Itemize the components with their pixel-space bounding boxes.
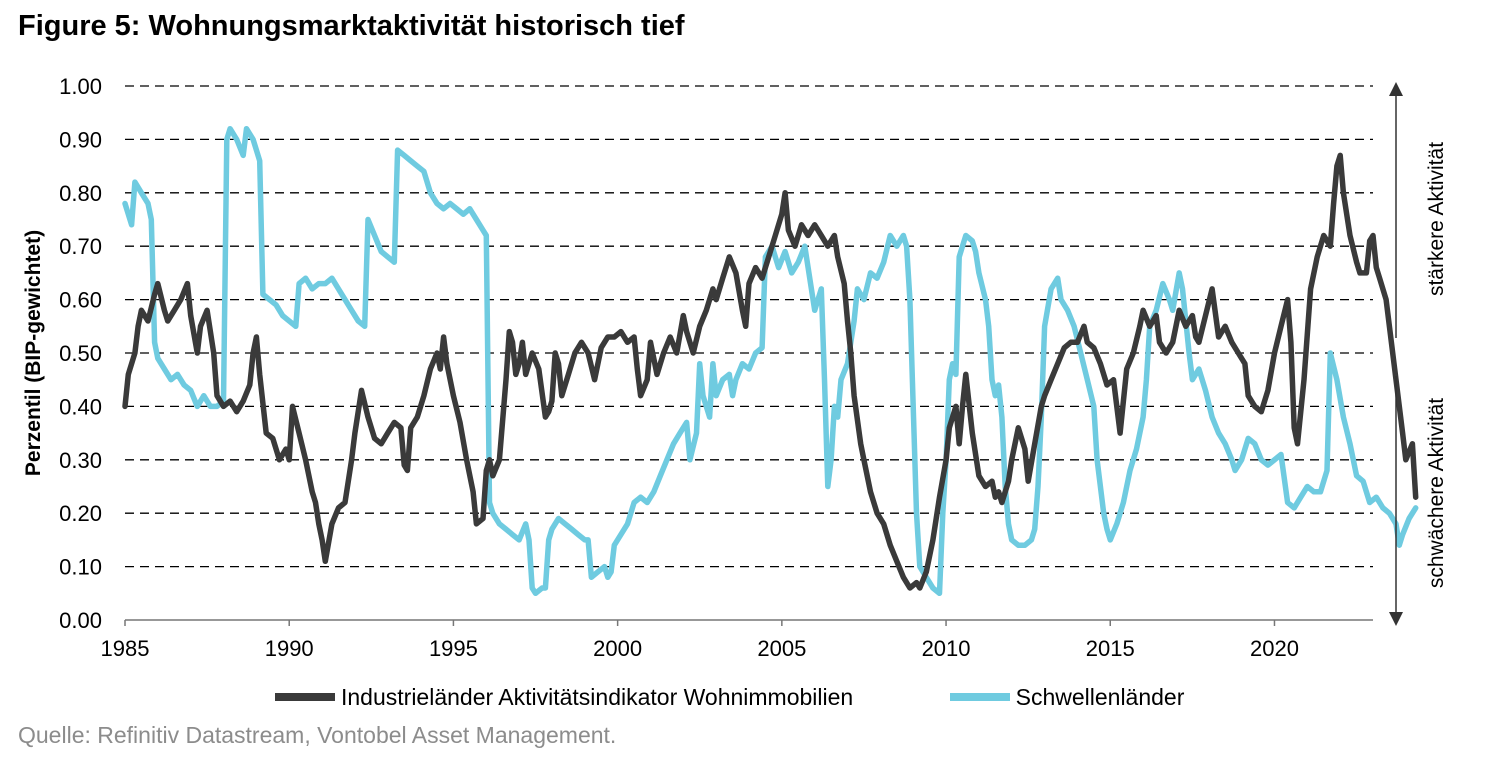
legend-label-emerging: Schwellenländer	[1015, 683, 1185, 710]
x-tick-label: 1995	[429, 636, 478, 661]
y-tick-label: 1.00	[59, 74, 102, 99]
source-note: Quelle: Refinitiv Datastream, Vontobel A…	[18, 722, 617, 748]
activity-indicator: stärkere Aktivität schwächere Aktivität	[1389, 82, 1448, 626]
legend-item-emerging: Schwellenländer	[949, 683, 1185, 711]
chart-title: Figure 5: Wohnungsmarktaktivität histori…	[18, 10, 685, 42]
series-line-industrial	[122, 152, 1419, 591]
y-tick-label: 0.90	[59, 127, 102, 152]
x-axis: 1985 1990 1995 2000 2005 2010 2015 2020	[101, 619, 1373, 661]
y-tick-label: 0.80	[59, 181, 102, 206]
y-tick-label: 0.70	[59, 234, 102, 259]
y-tick-label: 0.60	[59, 288, 102, 313]
y-tick-label: 0.30	[59, 448, 102, 473]
x-tick-label: 1990	[265, 636, 314, 661]
x-tick-label: 2015	[1086, 636, 1135, 661]
y-tick-label: 0.00	[59, 608, 102, 633]
x-tick-label: 2010	[922, 636, 971, 661]
y-tick-label: 0.10	[59, 555, 102, 580]
legend-label-industrial: Industrieländer Aktivitätsindikator Wohn…	[341, 683, 854, 710]
y-tick-label: 0.50	[59, 341, 102, 366]
series-line-emerging	[122, 125, 1419, 597]
weaker-activity-label: schwächere Aktivität	[1425, 398, 1448, 588]
y-tick-label: 0.40	[59, 394, 102, 419]
up-arrow-icon	[1389, 82, 1403, 96]
stronger-activity-label: stärkere Aktivität	[1425, 142, 1448, 296]
legend: Industrieländer Aktivitätsindikator Wohn…	[275, 680, 1274, 711]
y-axis: 0.00 0.10 0.20 0.30 0.40 0.50 0.60 0.70 0.80 0.90…	[59, 74, 102, 633]
legend-swatch-industrial	[275, 693, 335, 701]
x-tick-label: 1985	[101, 636, 150, 661]
x-tick-label: 2020	[1250, 636, 1299, 661]
legend-swatch-emerging	[949, 693, 1010, 701]
y-tick-label: 0.20	[59, 501, 102, 526]
y-axis-label: Perzentil (BIP-gewichtet)	[22, 230, 45, 476]
down-arrow-icon	[1389, 612, 1403, 626]
x-tick-label: 2000	[593, 636, 642, 661]
x-tick-label: 2005	[757, 636, 806, 661]
legend-item-industrial: Industrieländer Aktivitätsindikator Wohn…	[275, 684, 853, 711]
series-layer	[122, 125, 1419, 597]
line-chart: 1985 1990 1995 2000 2005 2010 2015 2020 0.00 0.1…	[22, 74, 1448, 661]
